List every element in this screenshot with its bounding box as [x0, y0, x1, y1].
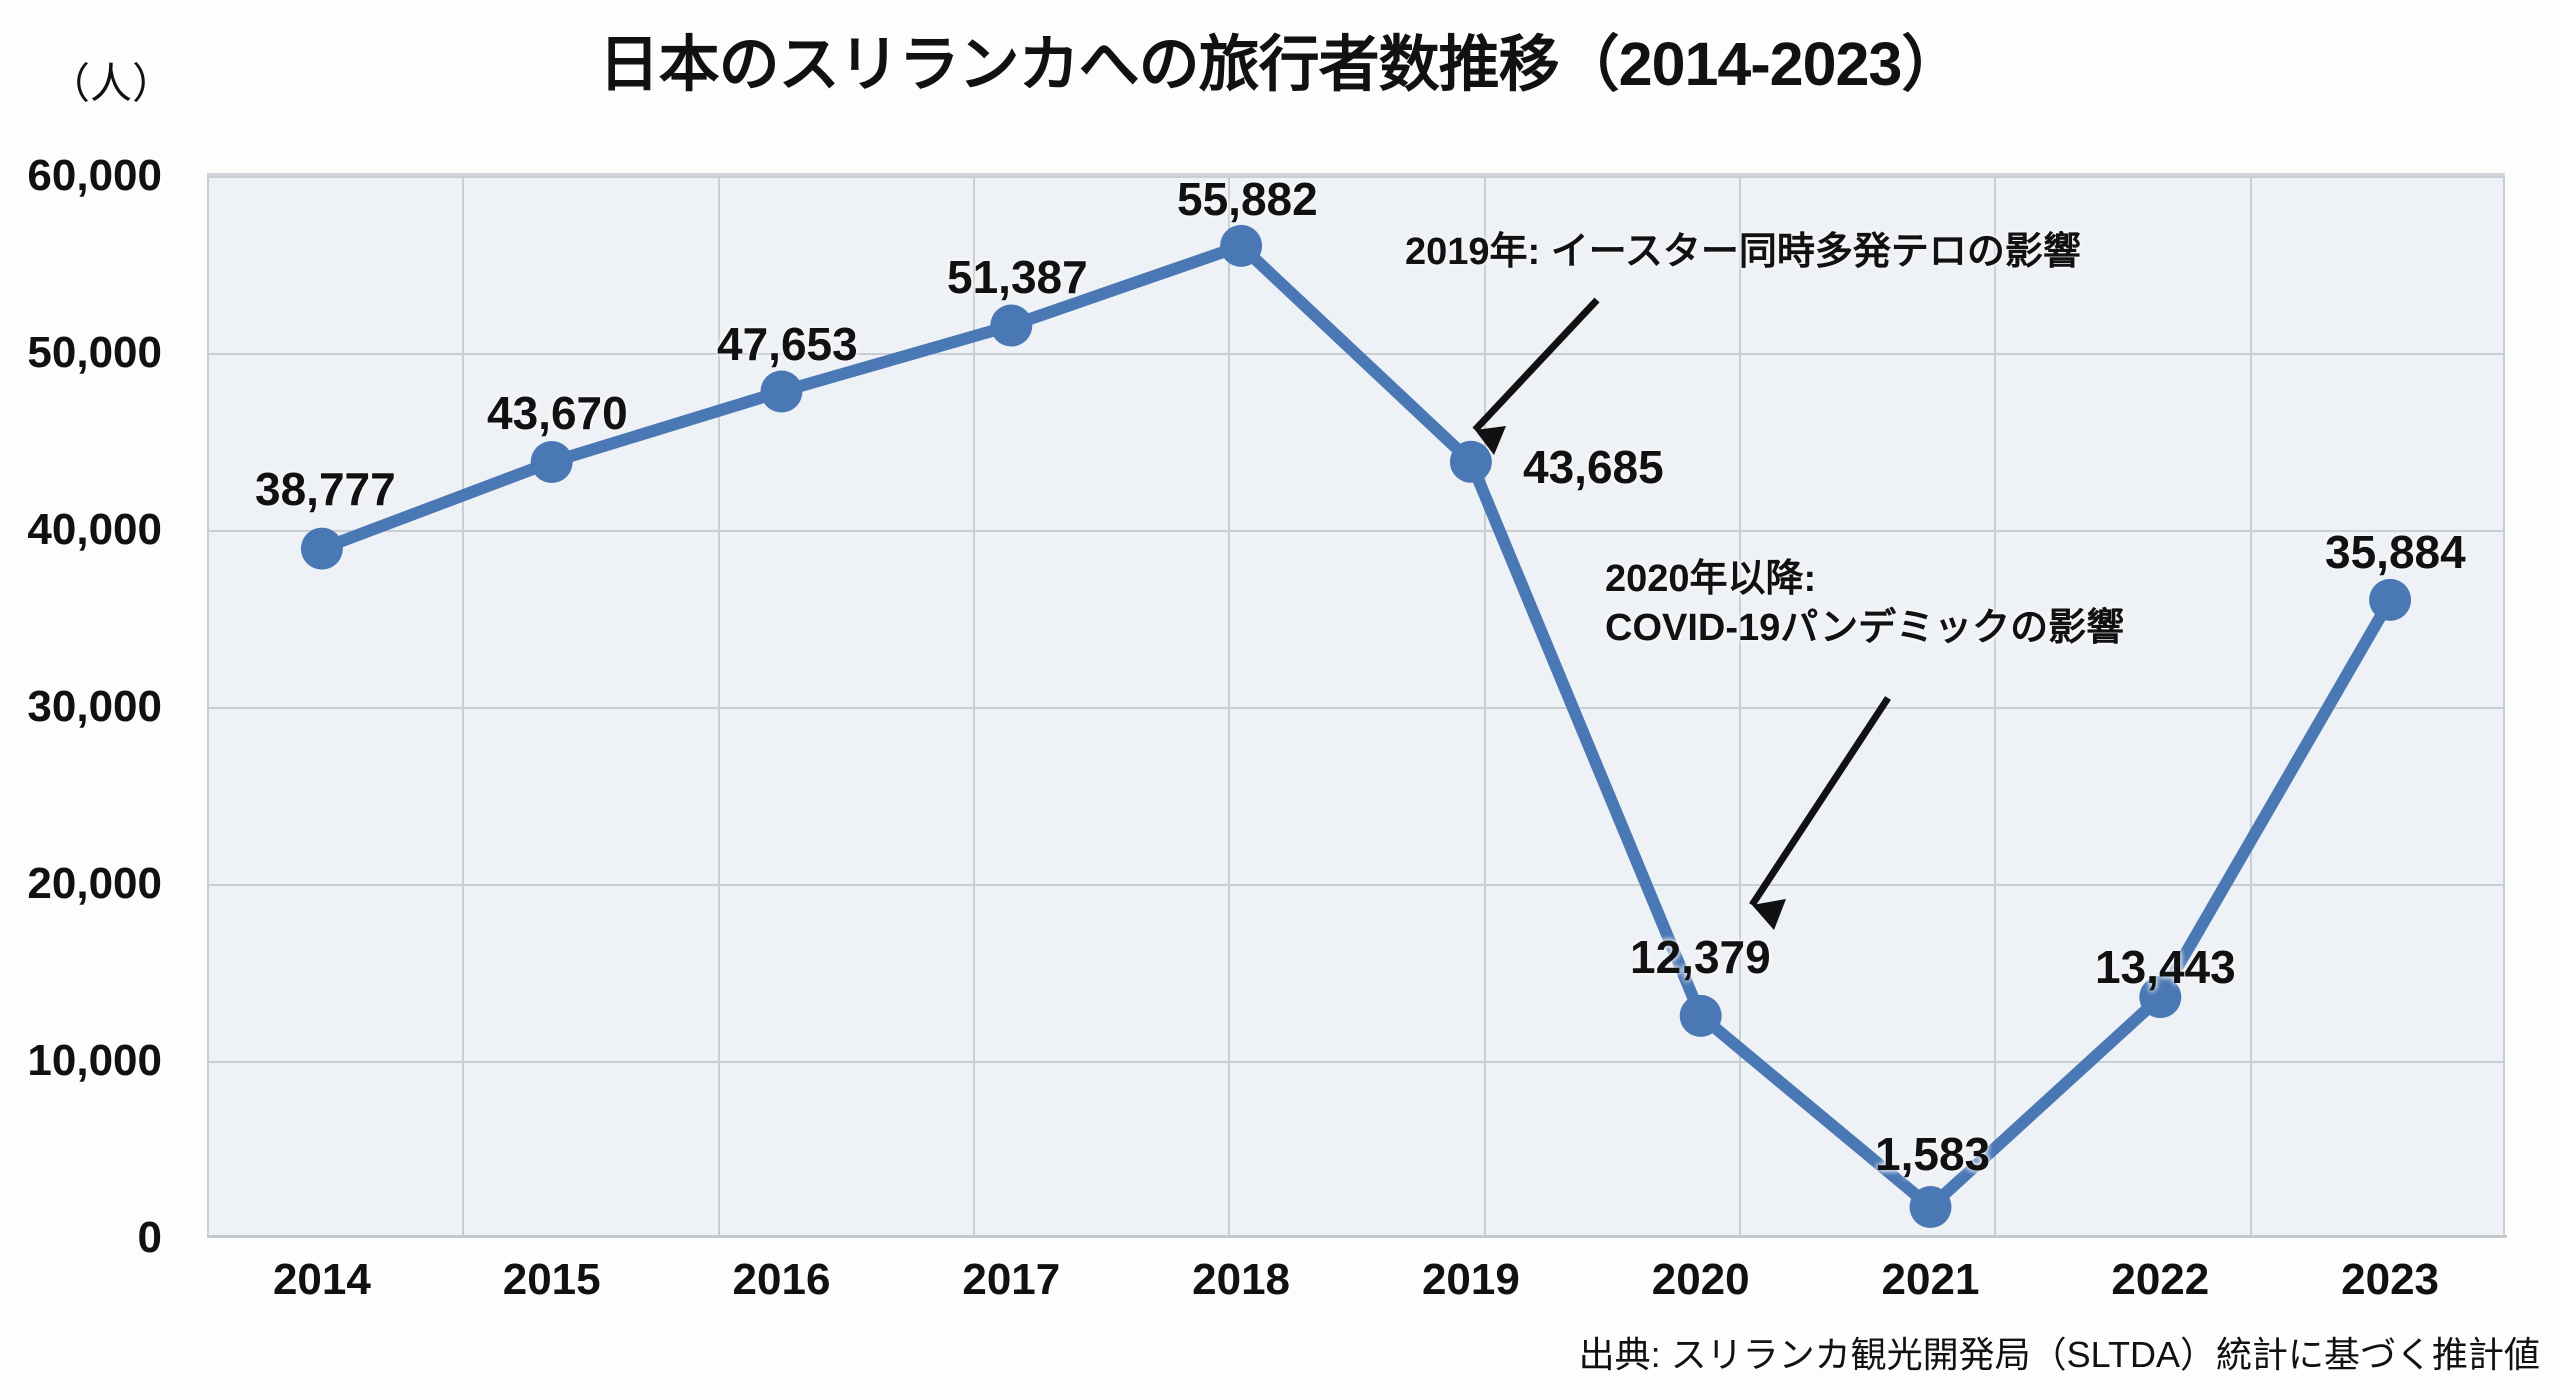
data-point-marker-2016[interactable] [760, 370, 803, 413]
annotation-terror-line1: 2019年: イースター同時多発テロの影響 [1405, 231, 2081, 273]
data-point-marker-2015[interactable] [530, 441, 573, 483]
data-label-2021: 1,583 [1875, 1128, 1991, 1180]
x-axis-tick-2016: 2016 [732, 1255, 831, 1304]
y-axis-tick-50000: 50,000 [27, 328, 162, 377]
gridline-vertical [973, 176, 975, 1235]
gridline-vertical [462, 176, 464, 1235]
series-line [315, 239, 2397, 1213]
data-label-2016: 47,653 [717, 318, 858, 370]
data-label-2020: 12,379 [1630, 931, 1771, 983]
data-label-2017: 51,387 [947, 251, 1088, 303]
series-group [300, 224, 2412, 1228]
gridline-vertical [2503, 176, 2505, 1235]
annotation-arrow-covid [1749, 696, 1891, 930]
gridline-horizontal [207, 176, 2503, 178]
x-axis-tick-2023: 2023 [2341, 1255, 2440, 1304]
data-label-2015: 43,670 [487, 387, 628, 439]
data-point-marker-2020[interactable] [1679, 994, 1722, 1037]
gridline-horizontal [207, 707, 2503, 709]
data-point-marker-2023[interactable] [2369, 578, 2412, 621]
gridline-vertical [2250, 176, 2252, 1235]
x-axis-tick-2019: 2019 [1421, 1255, 1520, 1304]
data-label-2018: 55,882 [1177, 173, 1318, 225]
x-axis-tick-2021: 2021 [1881, 1255, 1980, 1304]
x-axis-tick-2020: 2020 [1651, 1255, 1750, 1304]
data-point-marker-2018[interactable] [1220, 224, 1263, 267]
x-axis-tick-2017: 2017 [962, 1255, 1061, 1304]
x-axis-tick-2018: 2018 [1192, 1255, 1291, 1304]
gridline-vertical [1994, 176, 1996, 1235]
gridline-horizontal [207, 1061, 2503, 1063]
data-point-marker-2014[interactable] [300, 527, 343, 570]
data-label-2019: 43,685 [1523, 441, 1664, 493]
gridline-vertical [1739, 176, 1741, 1235]
y-axis-tick-60000: 60,000 [27, 151, 162, 200]
x-axis-tick-2015: 2015 [502, 1255, 601, 1304]
data-label-2014: 38,777 [255, 463, 396, 515]
x-axis-tick-2014: 2014 [272, 1255, 371, 1304]
gridline-vertical [718, 176, 720, 1235]
data-point-marker-2019[interactable] [1449, 440, 1492, 483]
annotation-covid-line1: 2020年以降: [1605, 558, 1817, 600]
y-axis-tick-40000: 40,000 [27, 505, 162, 554]
y-axis-tick-10000: 10,000 [27, 1036, 162, 1085]
gridline-horizontal [207, 530, 2503, 532]
x-axis-tick-2022: 2022 [2111, 1255, 2210, 1304]
gridline-vertical [1484, 176, 1486, 1235]
source-note: 出典: スリランカ観光開発局（SLTDA）統計に基づく推計値 [1578, 1334, 2540, 1375]
plot-area [207, 173, 2505, 1238]
y-axis-tick-30000: 30,000 [27, 682, 162, 731]
y-axis-unit-label: （人） [48, 60, 175, 107]
page-title: 日本のスリランカへの旅行者数推移（2014-2023） [598, 30, 1963, 98]
gridline-vertical [207, 176, 209, 1235]
annotation-arrow-terror [1472, 297, 1600, 455]
y-axis-tick-20000: 20,000 [27, 859, 162, 908]
y-axis-tick-0: 0 [137, 1213, 162, 1262]
gridline-horizontal [207, 884, 2503, 886]
x-axis-baseline [207, 1235, 2507, 1238]
annotation-covid-line2: COVID-19パンデミックの影響 [1605, 606, 2125, 649]
data-point-marker-2017[interactable] [990, 304, 1033, 347]
data-point-marker-2022[interactable] [2139, 976, 2182, 1019]
gridline-vertical [1228, 176, 1230, 1235]
annotation-covid-2020: 2020年以降: COVID-19パンデミックの影響 [1605, 555, 2124, 652]
annotation-terror-2019: 2019年: イースター同時多発テロの影響 [1405, 228, 2081, 277]
data-point-marker-2021[interactable] [1909, 1186, 1952, 1228]
data-label-2022: 13,443 [2095, 941, 2236, 993]
data-label-2023: 35,884 [2325, 526, 2466, 578]
